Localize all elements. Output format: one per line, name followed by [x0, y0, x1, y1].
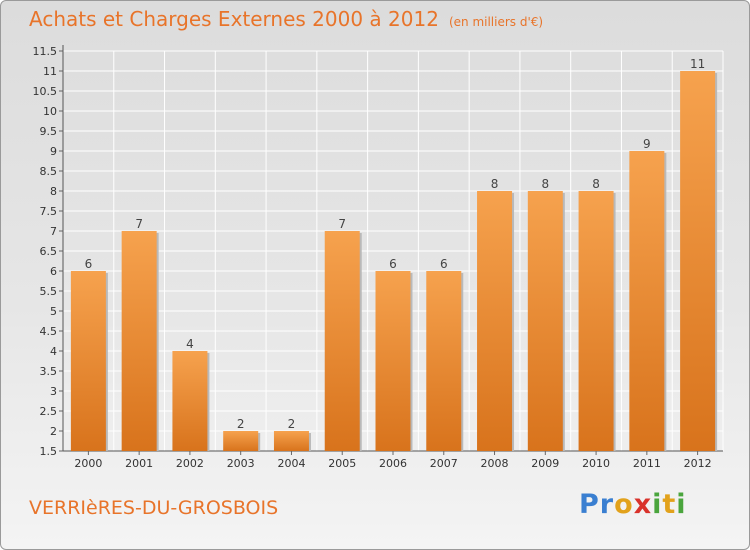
logo-letter: o	[614, 489, 634, 520]
x-tick-label: 2012	[684, 457, 712, 470]
x-tick-label: 2009	[531, 457, 559, 470]
value-label: 8	[541, 177, 549, 191]
place-name: VERRIèRES-DU-GROSBOIS	[29, 497, 279, 519]
logo-letter: P	[579, 489, 600, 520]
y-tick-label: 9.5	[40, 125, 58, 138]
y-tick-label: 1.5	[40, 445, 58, 458]
y-tick-label: 6	[50, 265, 57, 278]
y-tick-label: 7.5	[40, 205, 58, 218]
logo-letter: i	[676, 489, 687, 520]
x-tick-label: 2000	[74, 457, 102, 470]
y-tick-label: 9	[50, 145, 57, 158]
x-tick-label: 2005	[328, 457, 356, 470]
y-tick-label: 4	[50, 345, 57, 358]
y-tick-label: 11.5	[33, 45, 58, 58]
value-label: 7	[338, 217, 346, 231]
bar	[578, 191, 614, 451]
logo-letter: t	[662, 489, 677, 520]
bar	[273, 431, 309, 451]
x-tick-label: 2007	[430, 457, 458, 470]
y-tick-label: 5.5	[40, 285, 58, 298]
y-tick-label: 8.5	[40, 165, 58, 178]
y-tick-label: 6.5	[40, 245, 58, 258]
y-tick-label: 3	[50, 385, 57, 398]
value-label: 4	[186, 337, 194, 351]
y-tick-label: 2	[50, 425, 57, 438]
proxiti-logo: Proxiti	[579, 489, 687, 520]
x-tick-label: 2010	[582, 457, 610, 470]
y-tick-label: 8	[50, 185, 57, 198]
x-tick-label: 2004	[277, 457, 305, 470]
logo-letter: r	[599, 489, 615, 520]
value-label: 8	[491, 177, 499, 191]
value-label: 2	[288, 417, 296, 431]
value-label: 6	[440, 257, 448, 271]
bar	[375, 271, 411, 451]
y-tick-label: 7	[50, 225, 57, 238]
bar	[477, 191, 513, 451]
y-tick-label: 4.5	[40, 325, 58, 338]
x-tick-label: 2002	[176, 457, 204, 470]
title-text: Achats et Charges Externes 2000 à 2012	[29, 7, 439, 31]
bar	[172, 351, 208, 451]
x-tick-label: 2011	[633, 457, 661, 470]
bar	[629, 151, 665, 451]
x-tick-label: 2001	[125, 457, 153, 470]
bar	[426, 271, 462, 451]
value-label: 2	[237, 417, 245, 431]
value-label: 11	[690, 57, 705, 71]
unit-label: (en milliers d'€)	[448, 15, 544, 29]
x-tick-label: 2006	[379, 457, 407, 470]
x-tick-label: 2003	[227, 457, 255, 470]
logo-letter: i	[652, 489, 663, 520]
bar	[70, 271, 106, 451]
bar	[223, 431, 259, 451]
y-tick-label: 11	[43, 65, 57, 78]
value-label: 7	[135, 217, 143, 231]
bar	[324, 231, 360, 451]
logo-letter: x	[633, 489, 653, 520]
bar	[527, 191, 563, 451]
y-tick-label: 10	[43, 105, 57, 118]
value-label: 6	[85, 257, 93, 271]
value-label: 8	[592, 177, 600, 191]
y-tick-label: 5	[50, 305, 57, 318]
y-tick-label: 10.5	[33, 85, 58, 98]
chart-title: Achats et Charges Externes 2000 à 2012 (e…	[29, 7, 543, 31]
y-tick-label: 3.5	[40, 365, 58, 378]
bar	[121, 231, 157, 451]
bar	[680, 71, 716, 451]
value-label: 9	[643, 137, 651, 151]
y-tick-label: 2.5	[40, 405, 58, 418]
value-label: 6	[389, 257, 397, 271]
x-tick-label: 2008	[481, 457, 509, 470]
